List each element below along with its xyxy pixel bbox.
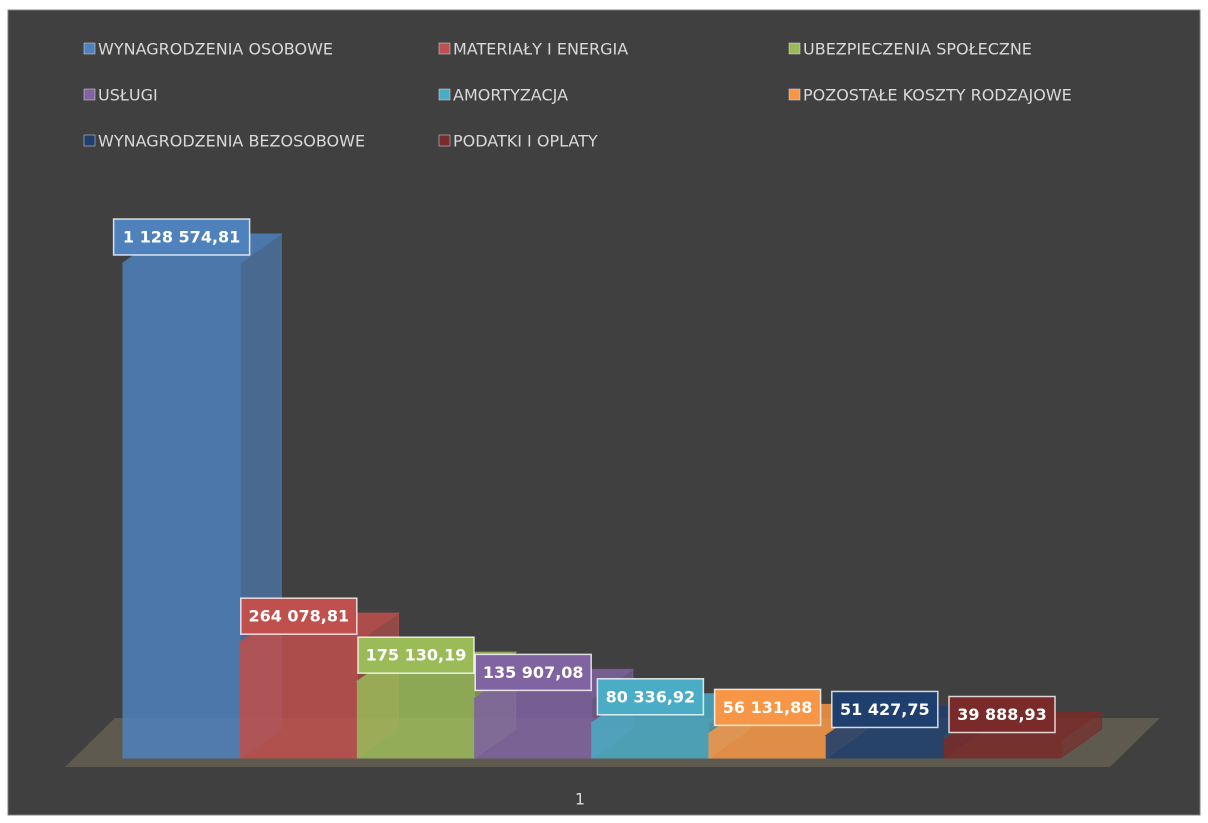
legend-label: UBEZPIECZENIA SPOŁECZNE: [803, 40, 1032, 59]
legend: WYNAGRODZENIA OSOBOWE MATERIAŁY I ENERGIA…: [83, 40, 1072, 151]
legend-swatch: [438, 88, 451, 101]
data-label: 51 427,75: [840, 700, 930, 719]
data-label: 1 128 574,81: [123, 228, 240, 247]
legend-label: AMORTYZACJA: [453, 86, 568, 105]
data-label: 80 336,92: [606, 687, 696, 706]
bar-front: [239, 641, 358, 759]
legend-swatch: [83, 42, 96, 55]
data-label-box: [596, 678, 705, 716]
legend-swatch: [83, 88, 96, 101]
legend-label: WYNAGRODZENIA OSOBOWE: [98, 40, 333, 59]
legend-label: PODATKI I OPLATY: [453, 132, 598, 151]
data-label: 135 907,08: [483, 663, 584, 682]
bar-front: [591, 722, 710, 759]
bar-front: [122, 262, 241, 759]
legend-swatch: [438, 42, 451, 55]
legend-label: WYNAGRODZENIA BEZOSOBOWE: [98, 132, 365, 151]
data-label: 39 888,93: [957, 705, 1047, 724]
legend-swatch: [788, 42, 801, 55]
bar-front: [825, 734, 944, 759]
bar-front: [356, 680, 476, 759]
legend-label: MATERIAŁY I ENERGIA: [453, 40, 628, 59]
x-tick-label: 1: [575, 790, 585, 809]
data-label-box: [474, 653, 592, 692]
data-label-box: [831, 690, 939, 729]
data-labels: 1 128 574,81 264 078,81 175 130,19 135 907,…: [112, 218, 1056, 734]
legend-label: POZOSTAŁE KOSZTY RODZAJOWE: [803, 86, 1072, 105]
data-label-box: [240, 597, 358, 635]
legend-swatch: [438, 134, 451, 147]
data-label: 264 078,81: [248, 607, 349, 626]
data-label-box: [713, 688, 822, 727]
data-label-box: [112, 218, 251, 256]
data-label-box: [948, 695, 1056, 734]
legend-label: USŁUGI: [98, 86, 158, 105]
legend-swatch: [83, 134, 96, 147]
data-label-box: [357, 636, 475, 674]
bar-front: [708, 732, 827, 759]
legend-swatch: [788, 88, 801, 101]
data-label: 175 130,19: [366, 646, 467, 665]
bar-front: [474, 697, 593, 759]
bar-front: [942, 740, 1062, 759]
data-label: 56 131,88: [723, 698, 813, 717]
